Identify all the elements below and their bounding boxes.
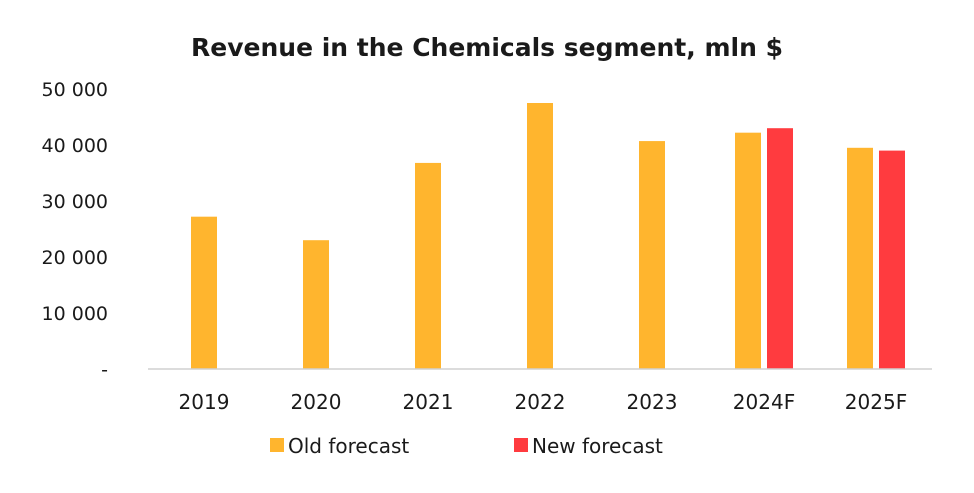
y-tick-label: 10 000 — [42, 303, 108, 325]
x-tick-label: 2025F — [845, 390, 907, 414]
legend-swatch-old-forecast — [270, 438, 284, 452]
x-tick-label: 2019 — [179, 390, 230, 414]
bar-new-forecast-2024f — [767, 128, 793, 369]
y-tick-label: - — [101, 359, 108, 381]
y-tick-label: 20 000 — [42, 247, 108, 269]
y-tick-label: 50 000 — [42, 79, 108, 101]
x-tick-label: 2021 — [403, 390, 454, 414]
x-tick-label: 2022 — [515, 390, 566, 414]
legend-swatch-new-forecast — [514, 438, 528, 452]
x-tick-label: 2024F — [733, 390, 795, 414]
bar-old-forecast-2022 — [527, 103, 553, 369]
x-tick-label: 2020 — [291, 390, 342, 414]
bar-old-forecast-2024f — [735, 132, 761, 369]
chart-title: Revenue in the Chemicals segment, mln $ — [191, 33, 783, 62]
legend-label-new-forecast: New forecast — [532, 434, 663, 458]
legend: Old forecast New forecast — [270, 434, 663, 458]
bar-old-forecast-2020 — [303, 240, 329, 369]
bar-old-forecast-2025f — [847, 147, 873, 369]
y-tick-label: 30 000 — [42, 191, 108, 213]
y-axis: - 10 000 20 000 30 000 40 000 50 000 — [42, 79, 108, 381]
bars — [191, 103, 905, 369]
x-axis: 2019 2020 2021 2022 2023 2024F 2025F — [179, 390, 908, 414]
bar-old-forecast-2019 — [191, 216, 217, 369]
bar-old-forecast-2021 — [415, 162, 441, 369]
legend-label-old-forecast: Old forecast — [288, 434, 409, 458]
bar-old-forecast-2023 — [639, 141, 665, 369]
bar-new-forecast-2025f — [879, 150, 905, 369]
y-tick-label: 40 000 — [42, 135, 108, 157]
x-tick-label: 2023 — [627, 390, 678, 414]
